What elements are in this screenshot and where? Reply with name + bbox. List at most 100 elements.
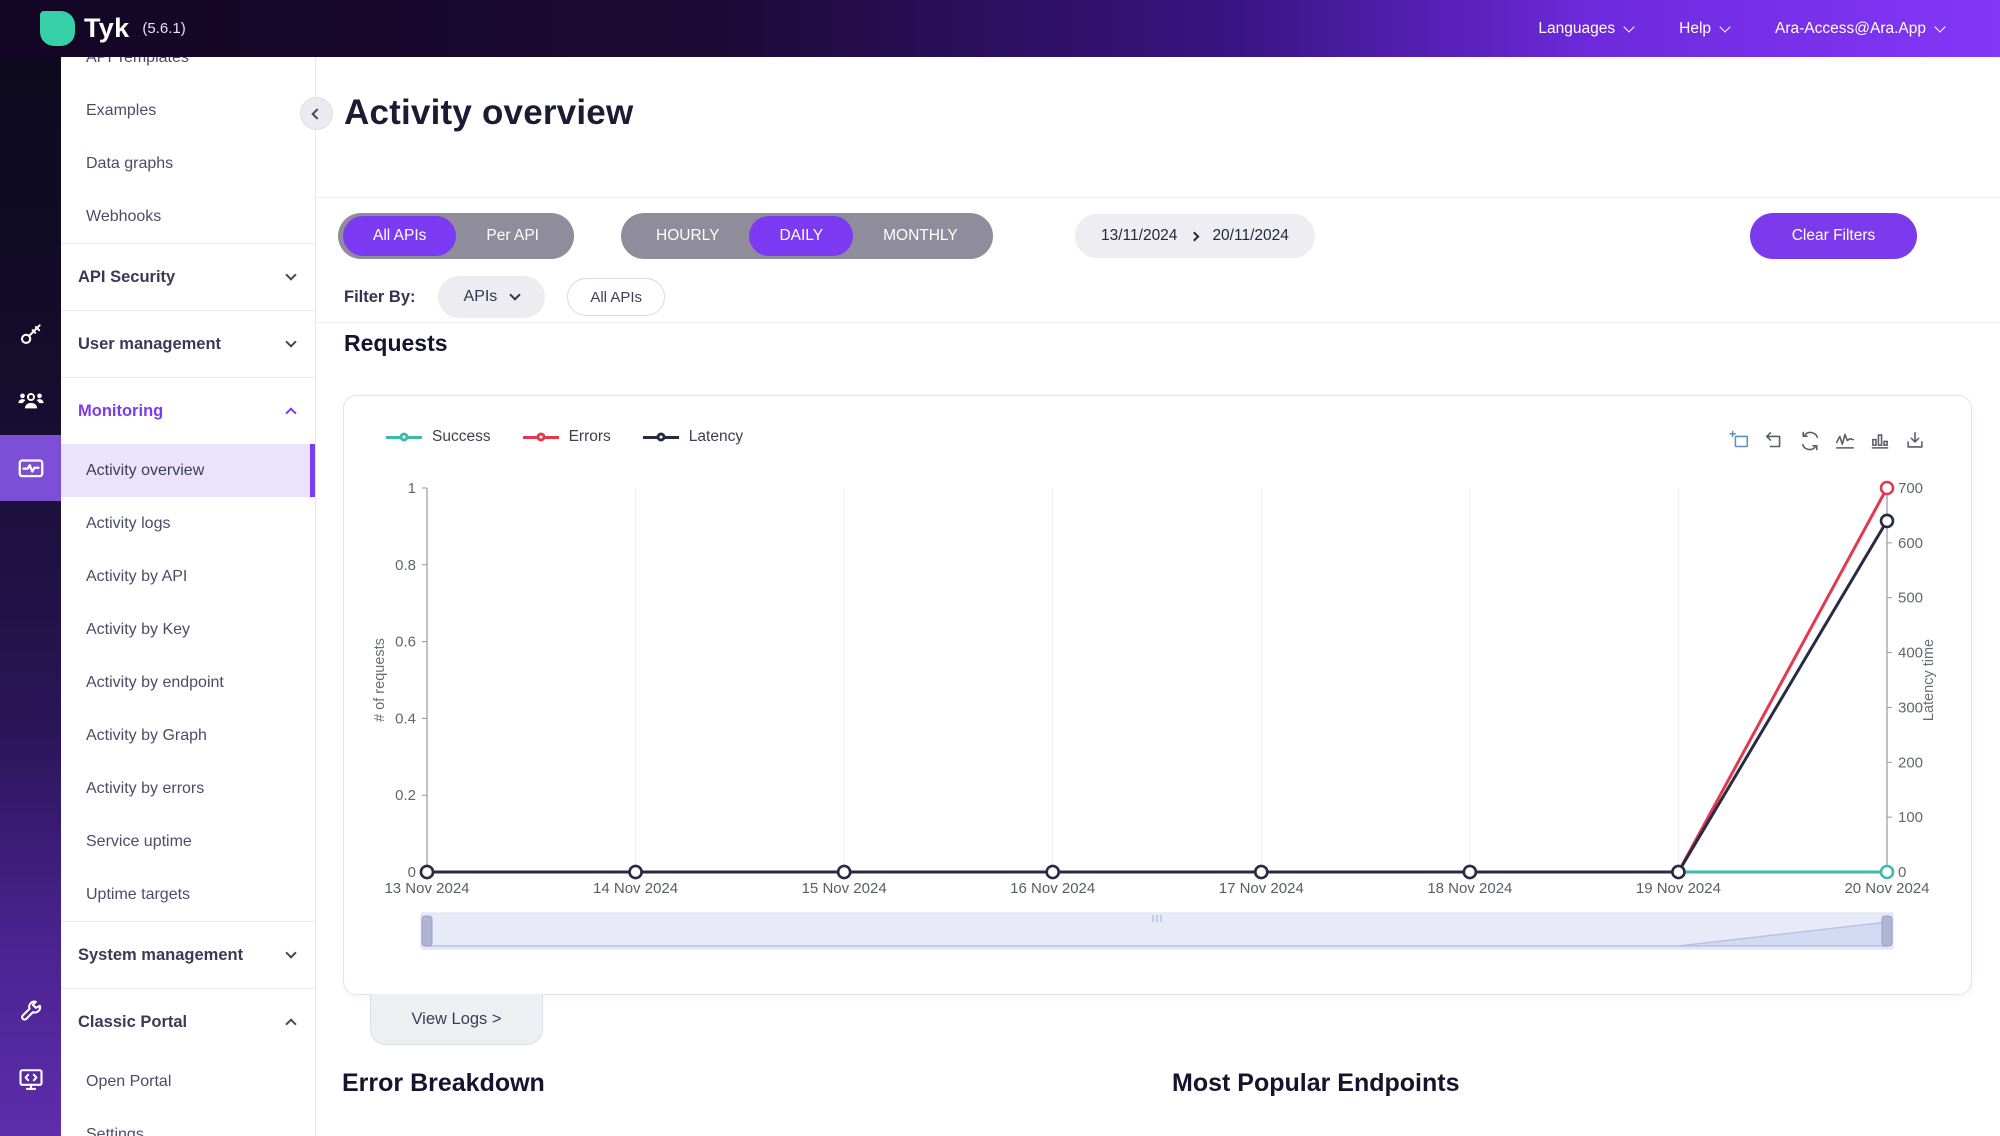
sidebar-item-label: Activity by errors: [86, 779, 205, 797]
page-title: Activity overview: [344, 93, 634, 132]
date-to: 20/11/2024: [1212, 227, 1289, 244]
chevron-down-icon: [1934, 20, 1946, 33]
sidebar-item-activity-by-api[interactable]: Activity by API: [61, 550, 315, 603]
svg-text:19 Nov 2024: 19 Nov 2024: [1636, 880, 1721, 897]
chevron-left-icon: [310, 107, 323, 120]
sidebar-item-classic-portal[interactable]: Classic Portal: [61, 989, 315, 1055]
sidebar-item-label: Open Portal: [86, 1072, 172, 1090]
svg-text:20 Nov 2024: 20 Nov 2024: [1844, 880, 1929, 897]
svg-text:14 Nov 2024: 14 Nov 2024: [593, 880, 678, 897]
chevron-down-icon: [509, 289, 521, 301]
sidebar-item-monitoring[interactable]: Monitoring: [61, 378, 315, 444]
sidebar-item-label: Monitoring: [78, 401, 164, 420]
icon-rail: [0, 57, 61, 1136]
clear-filters-button[interactable]: Clear Filters: [1750, 213, 1917, 259]
sidebar-item-activity-by-endpoint[interactable]: Activity by endpoint: [61, 656, 315, 709]
restore-icon[interactable]: [1799, 430, 1821, 452]
datazoom-handle-left[interactable]: [421, 915, 433, 947]
brand[interactable]: Tyk (5.6.1): [0, 11, 186, 46]
brand-version: (5.6.1): [142, 20, 186, 37]
datazoom-slider[interactable]: [420, 912, 1894, 950]
legend-item-errors[interactable]: Errors: [522, 428, 611, 446]
legend-item-success[interactable]: Success: [386, 428, 491, 446]
chevron-down-icon: [285, 336, 297, 348]
sidebar-item-service-uptime[interactable]: Service uptime: [61, 815, 315, 868]
line-chart-icon[interactable]: [1834, 430, 1856, 452]
period-toggle: HOURLY DAILY MONTHLY: [621, 213, 993, 259]
sidebar-item-label: Data graphs: [86, 154, 174, 172]
sidebar-item-api-security[interactable]: API Security: [61, 244, 315, 310]
sidebar-item-activity-logs[interactable]: Activity logs: [61, 497, 315, 550]
svg-text:0.6: 0.6: [395, 634, 416, 651]
zoom-select-icon[interactable]: [1729, 430, 1751, 452]
sidebar-item-label: Classic Portal: [78, 1012, 188, 1031]
series-errors: [427, 487, 1889, 874]
svg-text:600: 600: [1898, 535, 1923, 552]
svg-text:13 Nov 2024: 13 Nov 2024: [384, 880, 469, 897]
rail-monitoring-button[interactable]: [0, 435, 61, 501]
sidebar-collapse-button[interactable]: [300, 97, 333, 130]
sidebar-item-api-templates[interactable]: API Templates: [61, 57, 315, 84]
svg-text:200: 200: [1898, 754, 1923, 771]
sidebar-item-user-management[interactable]: User management: [61, 311, 315, 377]
selected-indicator: [310, 444, 315, 497]
chevron-down-icon: [1623, 20, 1635, 33]
sidebar-item-label: Settings: [86, 1125, 144, 1136]
filter-by-row: Filter By: APIs All APIs: [344, 275, 665, 319]
sidebar-item-activity-overview[interactable]: Activity overview: [61, 444, 315, 497]
view-logs-button[interactable]: View Logs >: [370, 994, 543, 1045]
sidebar-item-uptime-targets[interactable]: Uptime targets: [61, 868, 315, 921]
sidebar-item-activity-by-graph[interactable]: Activity by Graph: [61, 709, 315, 762]
sidebar-divider: [61, 243, 315, 244]
chevron-right-icon: [1189, 231, 1200, 241]
svg-text:Latency time: Latency time: [1921, 639, 1937, 721]
topbar-menu-ara-access-ara-app[interactable]: Ara-Access@Ara.App: [1775, 20, 1946, 38]
filter-type-dropdown[interactable]: APIs: [437, 276, 546, 318]
toggle-monthly[interactable]: MONTHLY: [883, 227, 958, 244]
zoom-reset-icon[interactable]: [1764, 430, 1786, 452]
svg-text:0.8: 0.8: [395, 557, 416, 574]
save-image-icon[interactable]: [1904, 430, 1926, 452]
divider: [316, 322, 2000, 323]
filter-by-label: Filter By:: [344, 287, 416, 306]
topbar-menu-help[interactable]: Help: [1679, 20, 1731, 38]
rail-system-management-button[interactable]: [0, 984, 61, 1040]
sidebar-item-data-graphs[interactable]: Data graphs: [61, 137, 315, 190]
sidebar-menu: API Templates Examples Data graphs Webhooks…: [61, 57, 315, 1136]
rail-classic-portal-button[interactable]: [0, 1051, 61, 1107]
toggle-all-apis[interactable]: All APIs: [343, 216, 457, 256]
date-range-picker[interactable]: 13/11/2024 20/11/2024: [1075, 214, 1315, 258]
sidebar-item-activity-by-key[interactable]: Activity by Key: [61, 603, 315, 656]
bar-chart-icon[interactable]: [1869, 430, 1891, 452]
popular-endpoints-heading: Most Popular Endpoints: [1172, 1069, 1460, 1097]
toggle-per-api[interactable]: Per API: [486, 227, 539, 244]
chevron-down-icon: [285, 947, 297, 959]
main-content: Activity overview All APIs Per API HOURLY…: [316, 57, 2000, 1136]
sidebar-item-settings[interactable]: Settings: [61, 1108, 315, 1136]
svg-text:# of requests: # of requests: [372, 638, 388, 722]
svg-text:17 Nov 2024: 17 Nov 2024: [1219, 880, 1304, 897]
legend-marker-icon: [642, 432, 679, 442]
svg-text:100: 100: [1898, 809, 1923, 826]
toggle-hourly[interactable]: HOURLY: [656, 227, 720, 244]
filter-value-chip[interactable]: All APIs: [567, 278, 665, 316]
sidebar-item-examples[interactable]: Examples: [61, 84, 315, 137]
legend-item-latency[interactable]: Latency: [642, 428, 743, 446]
rail-api-security-button[interactable]: [0, 306, 61, 362]
topbar-menu-languages[interactable]: Languages: [1538, 19, 1635, 38]
chevron-up-icon: [285, 407, 297, 419]
datazoom-handle-right[interactable]: [1881, 915, 1893, 947]
sidebar-item-webhooks[interactable]: Webhooks: [61, 190, 315, 243]
svg-text:0: 0: [408, 864, 416, 881]
topbar-menu-label: Languages: [1538, 19, 1616, 37]
rail-user-management-button[interactable]: [0, 373, 61, 429]
sidebar-item-activity-by-errors[interactable]: Activity by errors: [61, 762, 315, 815]
svg-text:15 Nov 2024: 15 Nov 2024: [802, 880, 887, 897]
requests-heading: Requests: [344, 330, 448, 356]
toggle-daily[interactable]: DAILY: [749, 216, 854, 256]
requests-chart-card: Success Errors Latency 0 0.2 0.4 0.6 0.8 1 0 100 2…: [343, 395, 1972, 995]
sidebar-item-label: Activity by API: [86, 567, 188, 585]
sidebar-item-system-management[interactable]: System management: [61, 922, 315, 988]
sidebar-item-open-portal[interactable]: Open Portal: [61, 1055, 315, 1108]
